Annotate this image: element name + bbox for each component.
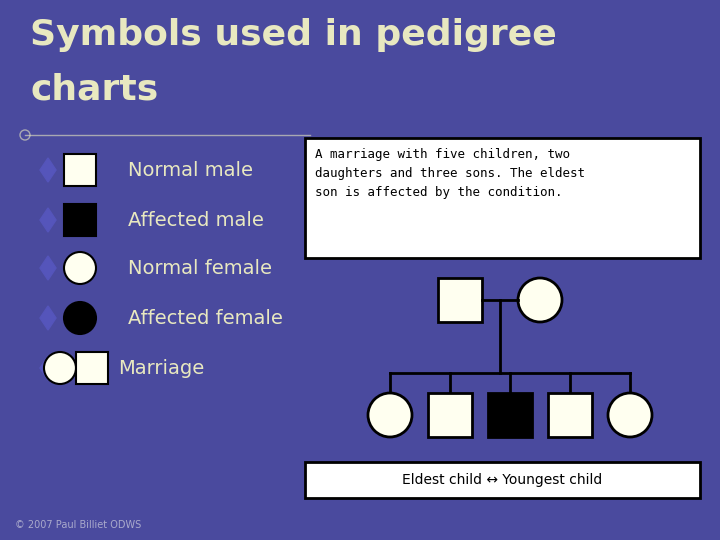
FancyBboxPatch shape <box>76 352 108 384</box>
Polygon shape <box>40 208 56 232</box>
Text: Normal male: Normal male <box>128 160 253 179</box>
FancyBboxPatch shape <box>428 393 472 437</box>
Circle shape <box>608 393 652 437</box>
Text: Normal female: Normal female <box>128 259 272 278</box>
Text: Marriage: Marriage <box>118 359 204 377</box>
Text: © 2007 Paul Billiet ODWS: © 2007 Paul Billiet ODWS <box>15 520 141 530</box>
FancyBboxPatch shape <box>488 393 532 437</box>
Text: Affected female: Affected female <box>128 308 283 327</box>
Text: A marriage with five children, two
daughters and three sons. The eldest
son is a: A marriage with five children, two daugh… <box>315 148 585 199</box>
FancyBboxPatch shape <box>64 204 96 236</box>
Polygon shape <box>40 158 56 182</box>
FancyBboxPatch shape <box>305 462 700 498</box>
Circle shape <box>518 278 562 322</box>
FancyBboxPatch shape <box>548 393 592 437</box>
Text: Affected male: Affected male <box>128 211 264 229</box>
Polygon shape <box>40 356 56 380</box>
Text: Eldest child ↔ Youngest child: Eldest child ↔ Youngest child <box>402 473 603 487</box>
Polygon shape <box>40 256 56 280</box>
Circle shape <box>44 352 76 384</box>
FancyBboxPatch shape <box>64 154 96 186</box>
Text: Symbols used in pedigree: Symbols used in pedigree <box>30 18 557 52</box>
Circle shape <box>368 393 412 437</box>
Circle shape <box>64 302 96 334</box>
FancyBboxPatch shape <box>438 278 482 322</box>
FancyBboxPatch shape <box>305 138 700 258</box>
Polygon shape <box>40 306 56 330</box>
Text: charts: charts <box>30 72 158 106</box>
Circle shape <box>64 252 96 284</box>
